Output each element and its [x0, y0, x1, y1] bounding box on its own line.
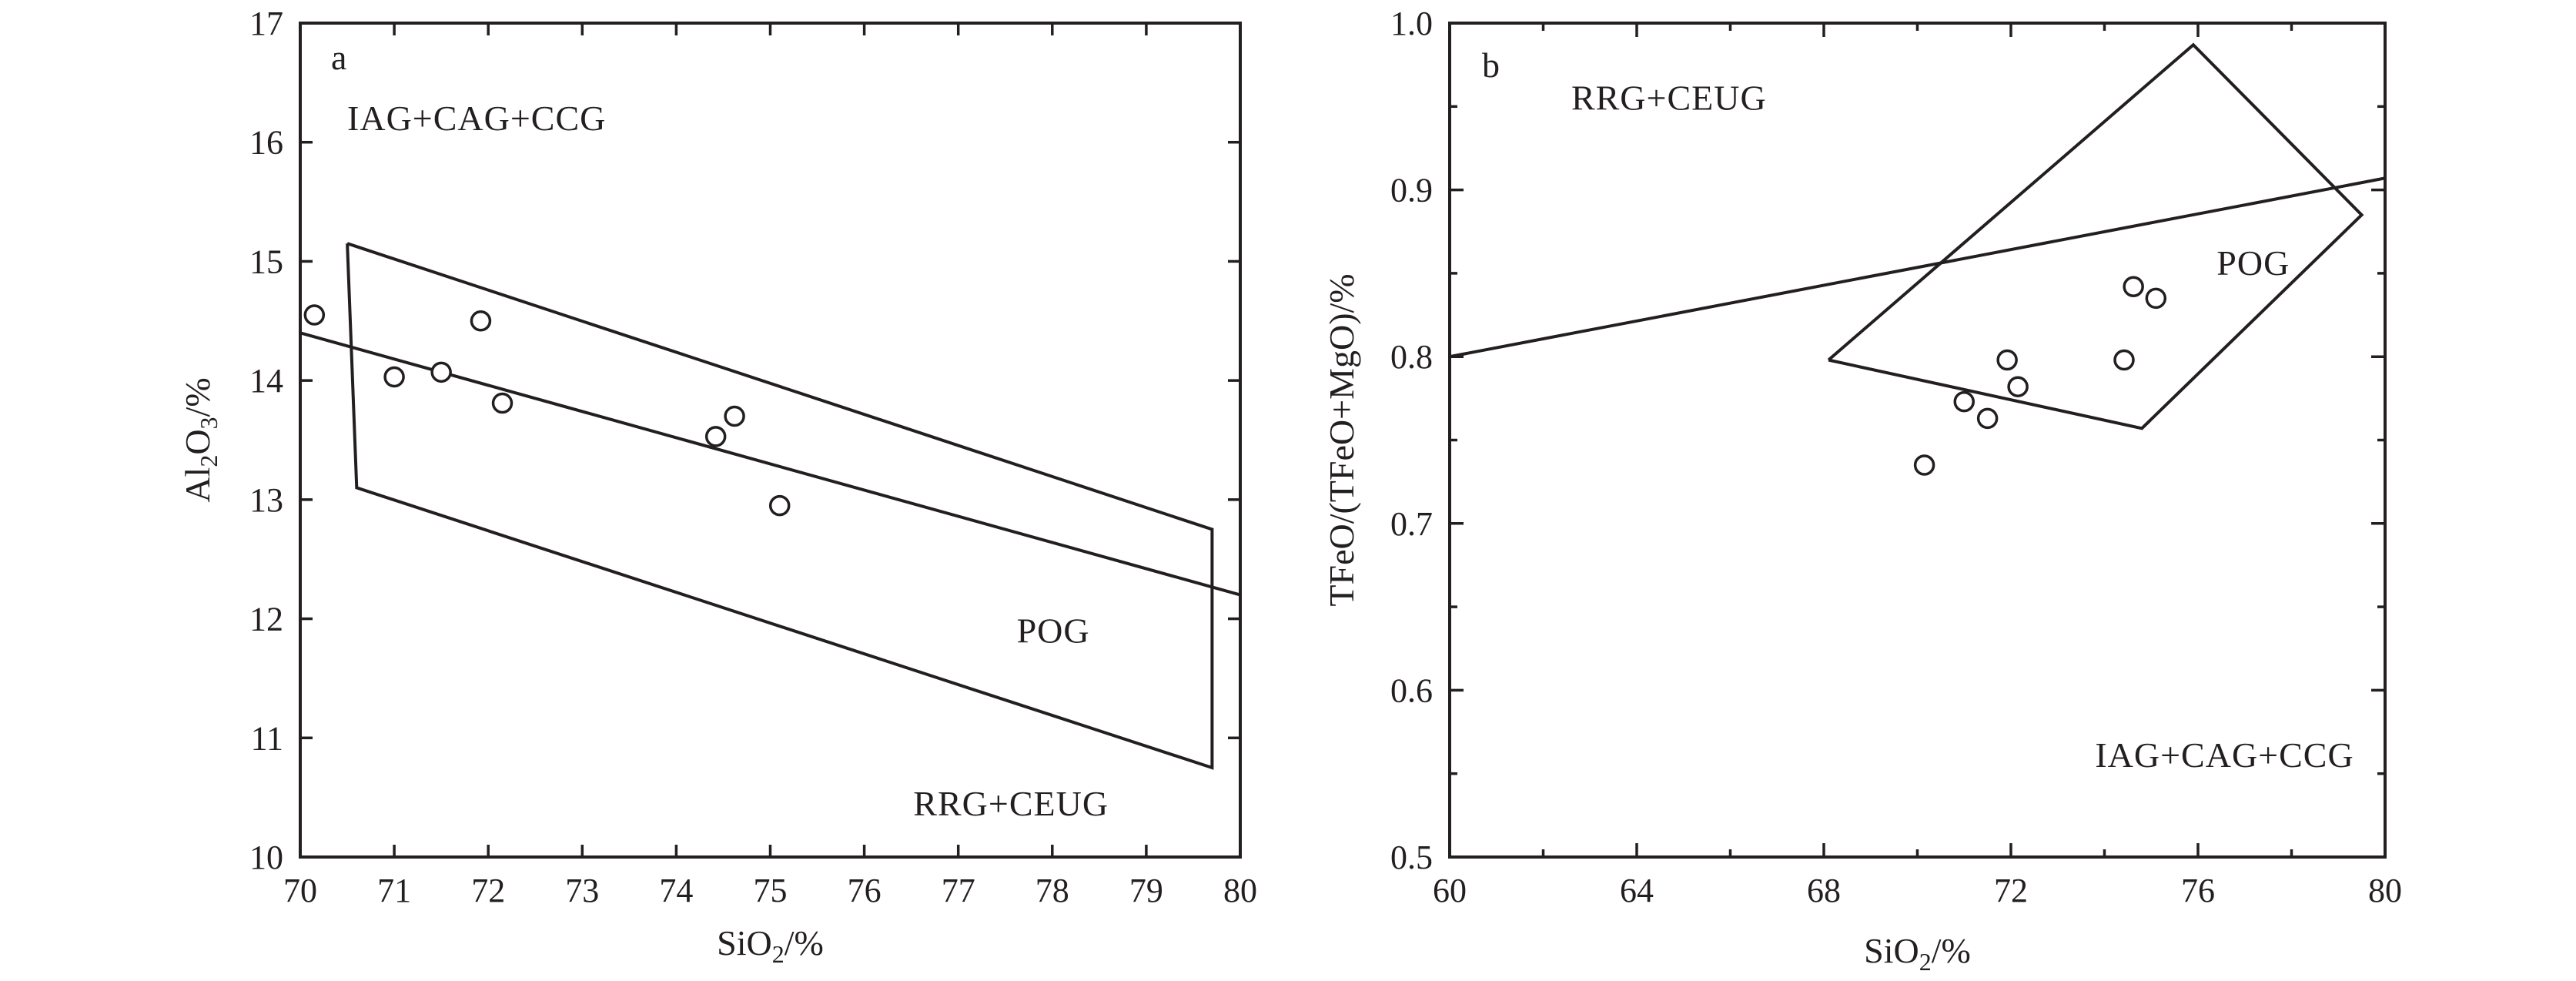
y-tick-label: 17: [249, 5, 283, 42]
data-point: [2145, 287, 2167, 310]
y-tick-label: 15: [249, 243, 283, 280]
y-tick-label: 1.0: [1390, 5, 1433, 42]
x-axis-title-main: SiO: [1864, 931, 1919, 970]
panel-a-chart: 70 71 72 73 74 75 76 77 78 79 80 10 11 12 13 14 15 16 17 aI…: [178, 5, 1257, 968]
region-label: RRG+CEUG: [1571, 79, 1767, 118]
y-tick-label: 13: [249, 481, 283, 519]
region-label: IAG+CAG+CCG: [347, 99, 606, 138]
y-tick-label: 0.6: [1390, 671, 1433, 709]
y-tick-label: 0.8: [1390, 338, 1433, 376]
y-tick-label: 10: [249, 839, 283, 876]
y-axis-title-sub: 2: [195, 455, 222, 467]
y-axis-title-sub: 3: [195, 417, 222, 429]
data-point: [1953, 390, 1975, 413]
region-label: IAG+CAG+CCG: [2095, 735, 2354, 775]
x-tick-label: 73: [565, 872, 599, 909]
panel-b-chart: 60 64 68 72 76 80 0.5 0.6 0.7 0.8 0.9 1.0 b RRG+CEUG P…: [1322, 5, 2402, 976]
panel-label: a: [331, 38, 346, 77]
x-tick-label: 80: [2368, 872, 2402, 909]
data-point: [491, 392, 514, 414]
x-tick-label: 72: [1994, 872, 2028, 909]
data-point: [2123, 276, 2144, 297]
x-tick-label: 64: [1620, 872, 1654, 909]
data-point: [704, 426, 727, 447]
pog-field-boundary: [346, 242, 1214, 770]
x-axis-title-main: SiO: [717, 923, 772, 963]
x-tick-label: 72: [471, 872, 505, 909]
y-axis-title: Al2O3/%: [178, 377, 222, 502]
data-point: [2113, 349, 2135, 371]
region-label: RRG+CEUG: [913, 784, 1109, 823]
data-point: [768, 494, 791, 517]
x-axis-title-sub: 2: [772, 940, 785, 968]
data-point: [724, 405, 745, 427]
plot-frame: [1448, 22, 2387, 859]
data-point: [470, 310, 492, 332]
x-axis-title: SiO2/%: [1864, 931, 1971, 976]
y-tick-label: 0.5: [1390, 839, 1433, 876]
x-tick-label: 68: [1807, 872, 1841, 909]
y-tick-label: 0.7: [1390, 505, 1433, 543]
x-tick-label: 79: [1129, 872, 1163, 909]
x-tick-label: 75: [754, 872, 788, 909]
data-point: [430, 361, 452, 383]
data-point: [383, 366, 405, 388]
y-axis-title-suffix: /%: [178, 377, 217, 417]
region-label: POG: [2216, 243, 2290, 283]
x-tick-label: 70: [283, 872, 317, 909]
x-axis-title-suffix: /%: [1932, 931, 1971, 970]
pog-field-boundary: [1827, 42, 2364, 430]
x-tick-label: 78: [1035, 872, 1069, 909]
x-tick-label: 71: [377, 872, 411, 909]
discrimination-line: [300, 331, 1240, 597]
y-tick-label: 11: [251, 719, 283, 757]
x-axis-title-suffix: /%: [785, 923, 824, 963]
y-axis-title: TFeO/(TFeO+MgO)/%: [1322, 273, 1361, 606]
data-point: [2007, 376, 2029, 397]
y-tick-label: 0.9: [1390, 172, 1433, 209]
y-axis-title-mid: O: [178, 429, 217, 454]
discrimination-line: [1450, 176, 2385, 359]
region-label: POG: [1017, 611, 1090, 651]
x-tick-label: 77: [942, 872, 975, 909]
y-axis-title-main: Al: [178, 467, 217, 503]
panel-label: b: [1482, 45, 1500, 85]
x-axis-title-sub: 2: [1919, 948, 1932, 976]
y-tick-label: 14: [249, 362, 283, 400]
x-axis-title: SiO2/%: [717, 923, 824, 968]
data-point: [1976, 407, 1999, 430]
x-tick-label: 76: [2181, 872, 2215, 909]
data-point: [303, 304, 326, 326]
data-point: [1996, 349, 2018, 371]
y-tick-label: 16: [249, 124, 283, 162]
data-point: [1913, 454, 1935, 476]
x-tick-label: 74: [659, 872, 693, 909]
y-tick-label: 12: [249, 601, 283, 638]
x-tick-label: 60: [1433, 872, 1467, 909]
x-tick-label: 80: [1223, 872, 1257, 909]
x-tick-label: 76: [848, 872, 882, 909]
